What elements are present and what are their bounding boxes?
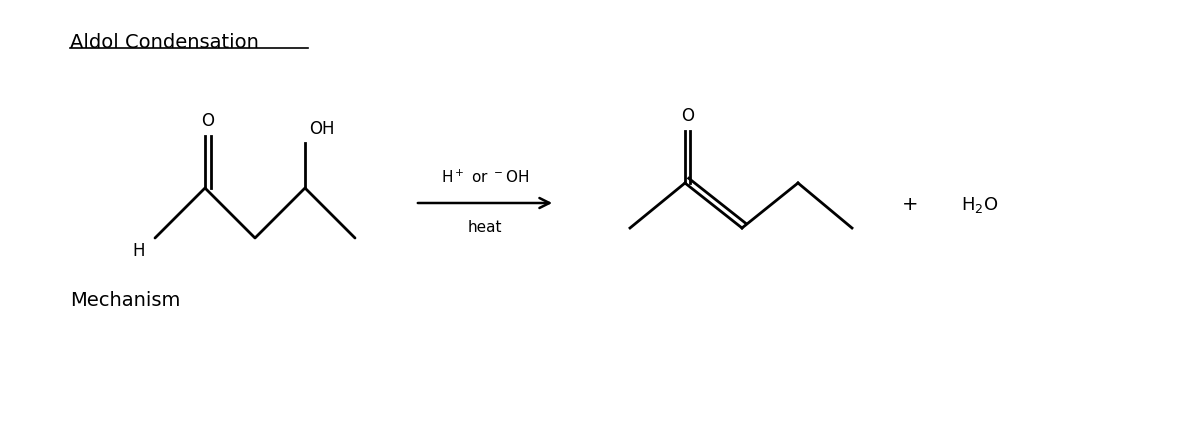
Text: O: O bbox=[202, 112, 215, 130]
Text: +: + bbox=[901, 195, 918, 214]
Text: H$_2$O: H$_2$O bbox=[961, 195, 998, 215]
Text: heat: heat bbox=[468, 220, 503, 235]
Text: Aldol Condensation: Aldol Condensation bbox=[70, 33, 259, 52]
Text: O: O bbox=[682, 107, 695, 125]
Text: H$^+$ or $^-$OH: H$^+$ or $^-$OH bbox=[440, 169, 529, 186]
Text: OH: OH bbox=[310, 120, 335, 138]
Text: H: H bbox=[132, 242, 145, 260]
Text: Mechanism: Mechanism bbox=[70, 291, 180, 310]
